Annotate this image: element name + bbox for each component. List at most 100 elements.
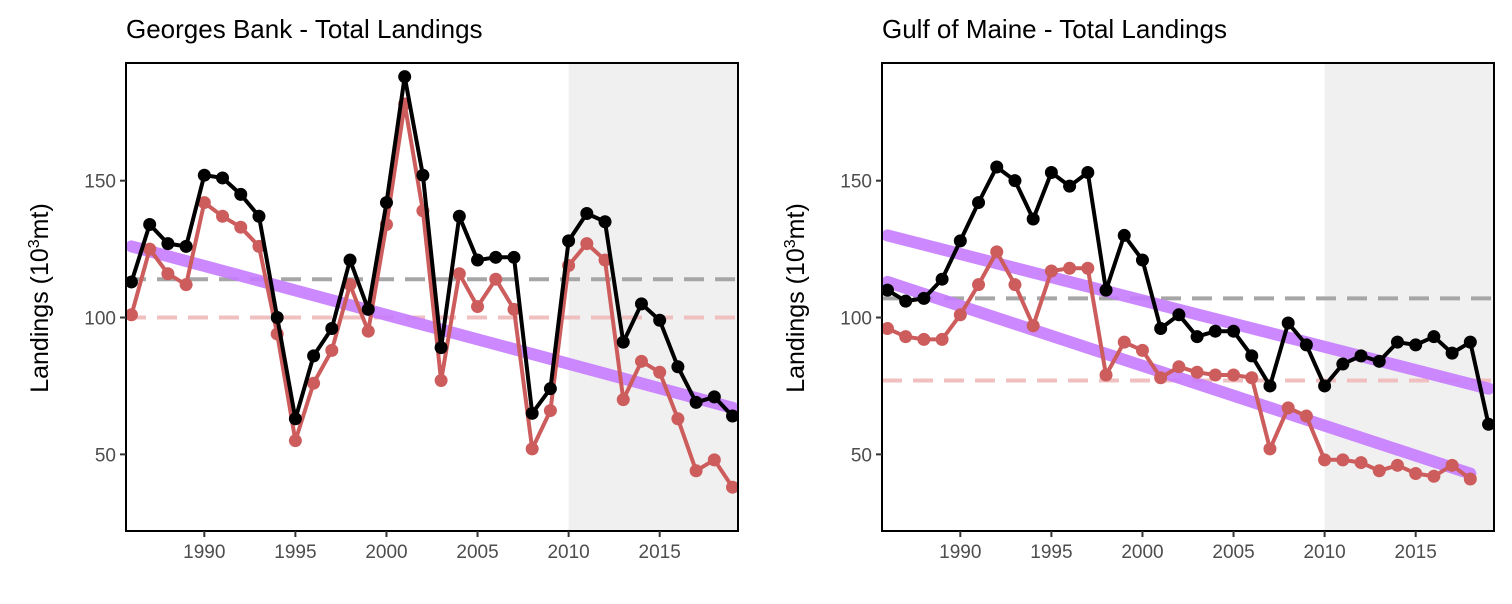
commercial-data-point — [935, 332, 949, 346]
commercial-data-point — [1008, 278, 1022, 292]
commercial-data-point — [671, 412, 685, 426]
total-data-point — [416, 168, 430, 182]
commercial-trend-line — [881, 275, 1477, 480]
total-data-point — [1117, 228, 1131, 242]
commercial-data-point — [1336, 453, 1350, 467]
gulf-of-maine-panel: Gulf of Maine - Total Landings Landings … — [782, 14, 1496, 563]
commercial-data-point — [689, 464, 703, 478]
commercial-data-point — [307, 376, 321, 390]
commercial-data-point — [216, 209, 230, 223]
commercial-data-point — [598, 253, 612, 267]
total-data-point — [197, 168, 211, 182]
commercial-data-point — [1026, 319, 1040, 333]
commercial-data-point — [543, 404, 557, 418]
total-data-point — [990, 160, 1004, 174]
commercial-data-point — [525, 442, 539, 456]
y-tick-label: 50 — [95, 445, 116, 466]
total-data-point — [1099, 283, 1113, 297]
total-data-point — [580, 207, 594, 221]
y-tick-label: 100 — [840, 309, 872, 330]
total-data-point — [1336, 357, 1350, 371]
total-data-point — [1135, 253, 1149, 267]
total-data-point — [361, 302, 375, 316]
x-tick-label: 1995 — [1030, 542, 1072, 563]
total-data-point — [1008, 174, 1022, 188]
x-tick-label: 2005 — [456, 542, 498, 563]
total-data-point — [1044, 165, 1058, 179]
total-data-point — [917, 291, 931, 305]
total-data-point — [634, 297, 648, 311]
commercial-data-point — [325, 343, 339, 357]
total-data-point — [288, 412, 302, 426]
commercial-data-point — [1263, 442, 1277, 456]
total-data-point — [689, 395, 703, 409]
recent-period-shading — [568, 63, 738, 531]
total-data-point — [1190, 330, 1204, 344]
commercial-data-point — [471, 300, 485, 314]
commercial-data-point — [1427, 469, 1441, 483]
total-data-point — [161, 237, 175, 251]
commercial-data-point — [1463, 472, 1477, 486]
commercial-data-point — [1354, 456, 1368, 470]
total-data-point — [1409, 338, 1423, 352]
total-data-point — [216, 171, 230, 185]
commercial-data-point — [1445, 458, 1459, 472]
total-data-point — [1482, 417, 1496, 431]
total-data-point — [471, 253, 485, 267]
total-data-point — [434, 341, 448, 355]
total-data-point — [598, 215, 612, 229]
total-data-point — [1299, 338, 1313, 352]
commercial-data-point — [707, 453, 721, 467]
total-data-point — [1372, 354, 1386, 368]
total-data-point — [1263, 379, 1277, 393]
x-tick-label: 2000 — [365, 542, 407, 563]
total-data-point — [562, 234, 576, 248]
panel-title: Georges Bank - Total Landings — [126, 14, 483, 44]
x-tick-label: 1995 — [274, 542, 316, 563]
commercial-data-point — [1081, 261, 1095, 275]
total-trend-line — [881, 229, 1495, 395]
total-data-point — [1245, 349, 1259, 363]
commercial-data-point — [1135, 343, 1149, 357]
total-data-point — [1354, 349, 1368, 363]
total-series-line — [129, 74, 734, 421]
panel-border — [881, 62, 1495, 532]
total-data-point — [935, 272, 949, 286]
commercial-data-point — [953, 308, 967, 322]
total-data-point — [379, 196, 393, 210]
total-data-point — [398, 70, 412, 84]
x-tick-label: 1990 — [939, 542, 981, 563]
total-data-point — [653, 313, 667, 327]
commercial-data-point — [1099, 368, 1113, 382]
total-data-point — [179, 239, 193, 253]
total-data-point — [671, 360, 685, 374]
y-tick-label: 50 — [851, 445, 872, 466]
x-tick-label: 1990 — [183, 542, 225, 563]
total-data-point — [1427, 330, 1441, 344]
commercial-data-point — [452, 267, 466, 281]
x-tick-label: 2005 — [1212, 542, 1254, 563]
commercial-data-point — [1318, 453, 1332, 467]
total-data-point — [880, 283, 894, 297]
plot-area: 50 100 150 1990 1995 2000 2005 2010 2015 — [840, 62, 1496, 563]
georges-bank-panel: Georges Bank - Total Landings Landings (… — [26, 14, 740, 563]
y-axis-label: Landings (103mt) — [26, 203, 54, 393]
commercial-data-point — [634, 354, 648, 368]
y-tick-label: 100 — [84, 309, 116, 330]
commercial-data-point — [507, 302, 521, 316]
commercial-data-point — [161, 267, 175, 281]
commercial-data-point — [990, 245, 1004, 259]
total-data-point — [953, 234, 967, 248]
commercial-data-point — [917, 332, 931, 346]
commercial-data-point — [288, 434, 302, 448]
total-data-point — [507, 250, 521, 264]
commercial-data-point — [1190, 365, 1204, 379]
total-data-point — [1281, 316, 1295, 330]
commercial-data-point — [124, 308, 138, 322]
plot-area: 50 100 150 1990 1995 2000 2005 2010 2015 — [84, 62, 740, 563]
total-data-point — [525, 406, 539, 420]
total-data-point — [616, 335, 630, 349]
total-data-point — [325, 321, 339, 335]
x-tick-label: 2015 — [1395, 542, 1437, 563]
